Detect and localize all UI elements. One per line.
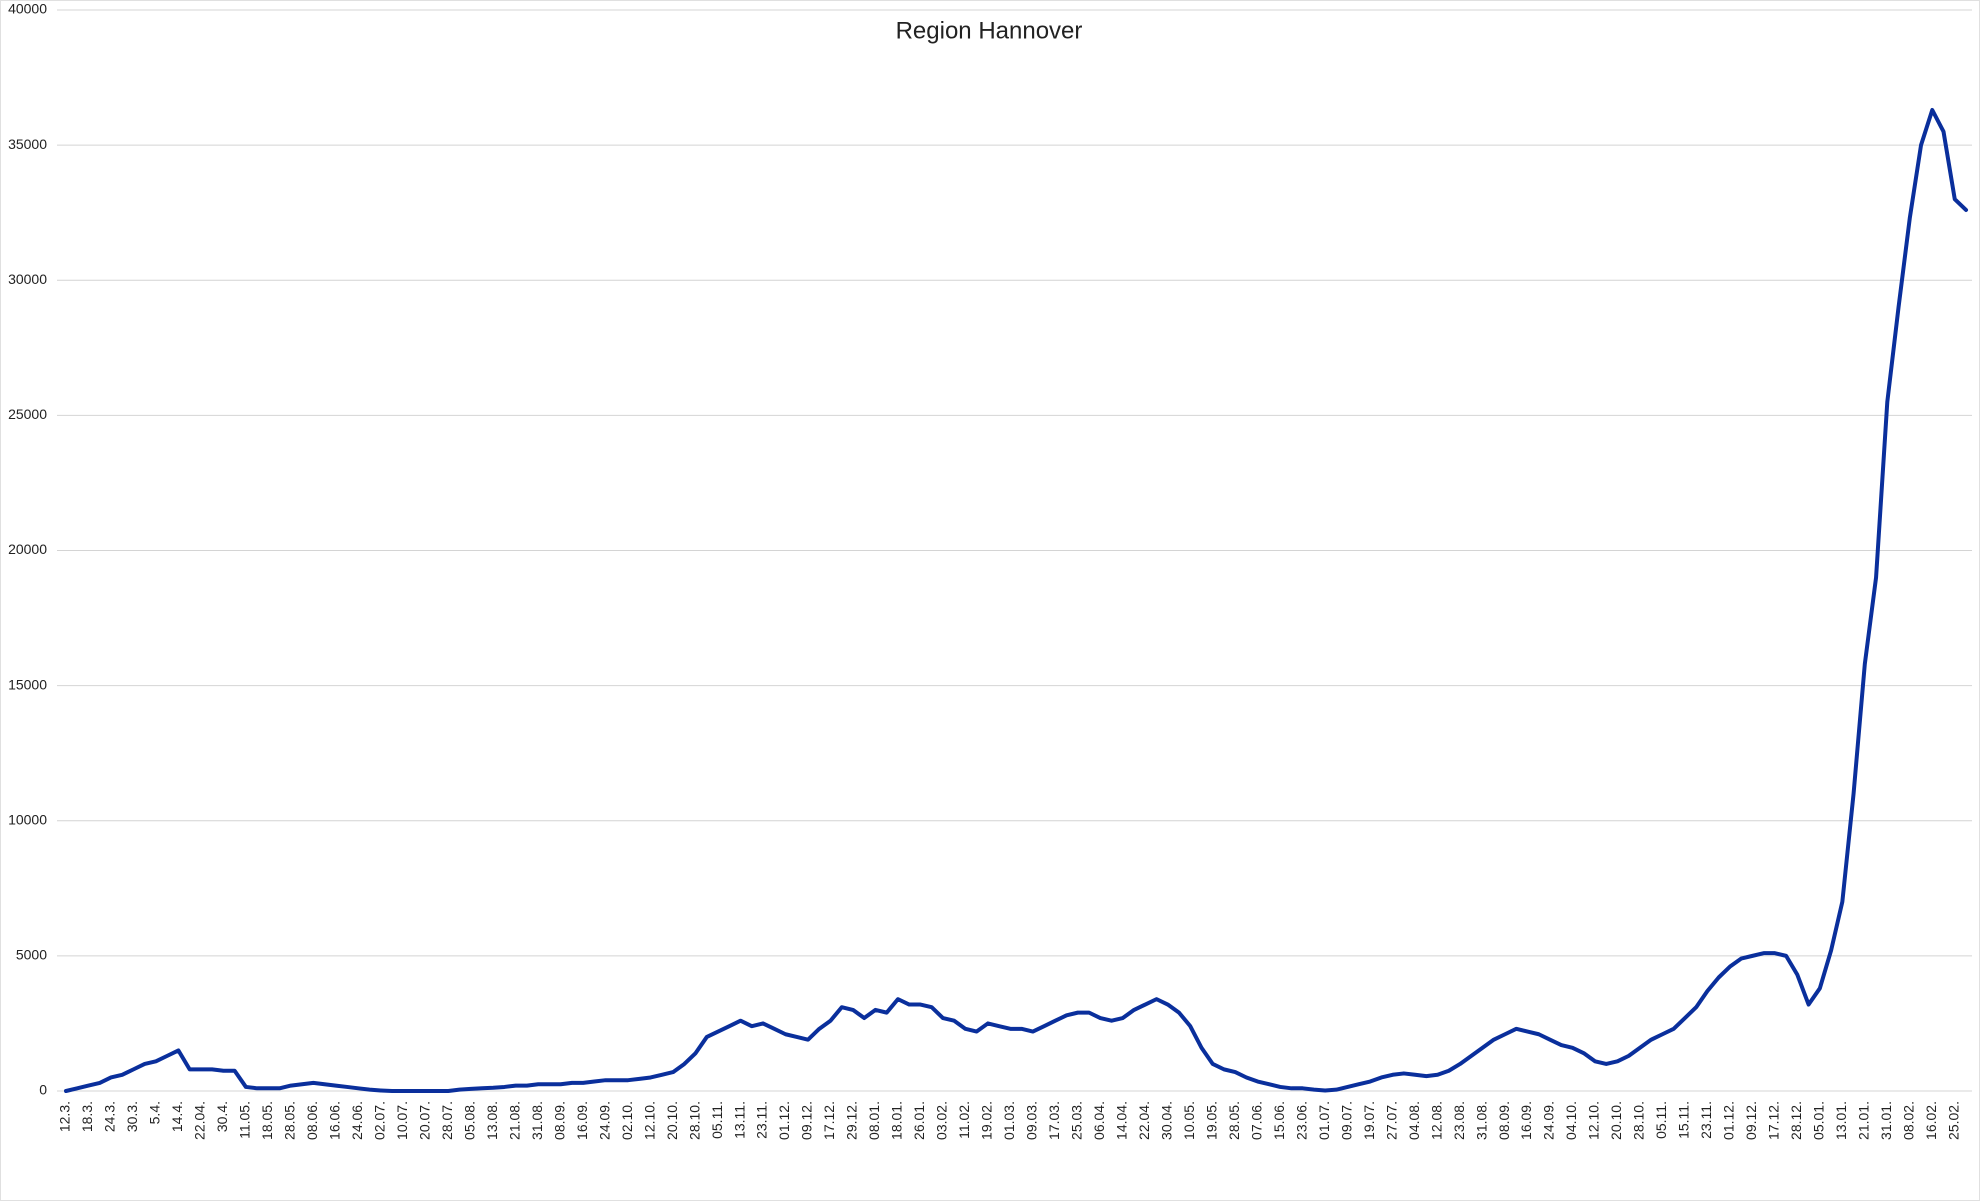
y-tick-label: 25000 bbox=[8, 406, 47, 422]
x-tick-label: 12.3. bbox=[57, 1101, 73, 1132]
x-tick-label: 14.04. bbox=[1114, 1101, 1130, 1140]
x-tick-label: 19.05. bbox=[1203, 1101, 1219, 1140]
x-tick-label: 09.12. bbox=[799, 1101, 815, 1140]
x-tick-label: 31.08. bbox=[1473, 1101, 1489, 1140]
x-tick-label: 29.12. bbox=[844, 1101, 860, 1140]
x-tick-label: 16.06. bbox=[327, 1101, 343, 1140]
x-tick-label: 30.04. bbox=[1158, 1101, 1174, 1140]
x-tick-label: 16.09. bbox=[1518, 1101, 1534, 1140]
y-tick-label: 35000 bbox=[8, 136, 47, 152]
x-tick-label: 13.01. bbox=[1833, 1101, 1849, 1140]
x-tick-label: 11.02. bbox=[956, 1101, 972, 1139]
x-tick-label: 14.4. bbox=[169, 1101, 185, 1132]
x-tick-label: 08.06. bbox=[304, 1101, 320, 1140]
x-tick-label: 08.02. bbox=[1900, 1101, 1916, 1140]
x-tick-label: 23.11. bbox=[1698, 1101, 1714, 1139]
x-tick-label: 08.09. bbox=[551, 1101, 567, 1140]
x-tick-label: 18.3. bbox=[79, 1101, 95, 1132]
data-line bbox=[64, 107, 1968, 1093]
x-tick-label: 06.04. bbox=[1091, 1101, 1107, 1140]
y-tick-label: 10000 bbox=[8, 811, 47, 827]
x-tick-label: 30.3. bbox=[124, 1101, 140, 1132]
x-tick-label: 04.08. bbox=[1406, 1101, 1422, 1140]
y-tick-label: 15000 bbox=[8, 676, 47, 692]
x-tick-label: 09.03. bbox=[1024, 1101, 1040, 1140]
x-tick-label: 02.07. bbox=[371, 1101, 387, 1140]
x-tick-label: 21.08. bbox=[506, 1101, 522, 1140]
x-tick-label: 12.08. bbox=[1428, 1101, 1444, 1140]
x-tick-label: 18.01. bbox=[889, 1101, 905, 1140]
x-tick-label: 28.10. bbox=[686, 1101, 702, 1140]
x-tick-label: 10.05. bbox=[1181, 1101, 1197, 1140]
x-tick-label: 19.07. bbox=[1361, 1101, 1377, 1140]
x-tick-label: 21.01. bbox=[1856, 1101, 1872, 1140]
x-tick-label: 26.01. bbox=[911, 1101, 927, 1140]
x-tick-label: 16.09. bbox=[574, 1101, 590, 1140]
x-tick-label: 07.06. bbox=[1248, 1101, 1264, 1140]
x-tick-label: 13.08. bbox=[484, 1101, 500, 1140]
y-tick-label: 0 bbox=[39, 1082, 47, 1098]
x-tick-label: 28.07. bbox=[439, 1101, 455, 1140]
x-tick-label: 13.11. bbox=[731, 1101, 747, 1139]
x-tick-label: 31.08. bbox=[529, 1101, 545, 1140]
x-tick-label: 23.11. bbox=[754, 1101, 770, 1139]
x-tick-label: 08.01. bbox=[866, 1101, 882, 1140]
x-tick-label: 05.11. bbox=[709, 1101, 725, 1139]
x-tick-label: 27.07. bbox=[1383, 1101, 1399, 1140]
x-tick-label: 20.10. bbox=[1608, 1101, 1624, 1140]
x-tick-label: 25.03. bbox=[1069, 1101, 1085, 1140]
y-tick-label: 30000 bbox=[8, 271, 47, 287]
y-tick-label: 20000 bbox=[8, 541, 47, 557]
x-tick-label: 12.10. bbox=[641, 1101, 657, 1140]
x-tick-label: 18.05. bbox=[259, 1101, 275, 1140]
y-tick-label: 40000 bbox=[8, 1, 47, 17]
chart-title: Region Hannover bbox=[896, 17, 1083, 44]
x-tick-label: 01.12. bbox=[776, 1101, 792, 1140]
x-tick-label: 5.4. bbox=[147, 1101, 163, 1124]
x-tick-label: 24.3. bbox=[102, 1101, 118, 1132]
x-tick-label: 20.10. bbox=[664, 1101, 680, 1140]
x-tick-label: 30.4. bbox=[214, 1101, 230, 1132]
x-tick-label: 05.11. bbox=[1653, 1101, 1669, 1139]
x-tick-label: 22.04. bbox=[192, 1101, 208, 1140]
x-tick-label: 24.09. bbox=[1541, 1101, 1557, 1140]
x-tick-label: 01.03. bbox=[1001, 1101, 1017, 1140]
x-tick-label: 20.07. bbox=[416, 1101, 432, 1140]
x-tick-label: 28.10. bbox=[1631, 1101, 1647, 1140]
x-tick-label: 15.06. bbox=[1271, 1101, 1287, 1140]
x-tick-label: 22.04. bbox=[1136, 1101, 1152, 1140]
x-tick-label: 28.05. bbox=[282, 1101, 298, 1140]
x-tick-label: 09.07. bbox=[1338, 1101, 1354, 1140]
x-tick-label: 17.12. bbox=[1766, 1101, 1782, 1140]
y-tick-label: 5000 bbox=[16, 947, 47, 963]
x-tick-label: 03.02. bbox=[934, 1101, 950, 1140]
x-tick-label: 01.07. bbox=[1316, 1101, 1332, 1140]
x-tick-label: 16.02. bbox=[1923, 1101, 1939, 1140]
x-tick-label: 31.01. bbox=[1878, 1101, 1894, 1140]
x-tick-label: 02.10. bbox=[619, 1101, 635, 1140]
x-tick-label: 17.03. bbox=[1046, 1101, 1062, 1140]
x-tick-label: 24.06. bbox=[349, 1101, 365, 1140]
x-tick-label: 19.02. bbox=[979, 1101, 995, 1140]
x-tick-label: 08.09. bbox=[1496, 1101, 1512, 1140]
x-tick-label: 05.08. bbox=[461, 1101, 477, 1140]
x-tick-label: 05.01. bbox=[1811, 1101, 1827, 1140]
x-tick-label: 11.05. bbox=[237, 1101, 253, 1139]
x-tick-label: 09.12. bbox=[1743, 1101, 1759, 1140]
x-tick-label: 28.12. bbox=[1788, 1101, 1804, 1140]
x-tick-label: 04.10. bbox=[1563, 1101, 1579, 1140]
x-tick-label: 01.12. bbox=[1721, 1101, 1737, 1140]
x-tick-label: 12.10. bbox=[1586, 1101, 1602, 1140]
x-tick-label: 17.12. bbox=[821, 1101, 837, 1140]
x-tick-label: 10.07. bbox=[394, 1101, 410, 1140]
x-tick-label: 24.09. bbox=[596, 1101, 612, 1140]
x-tick-label: 23.08. bbox=[1451, 1101, 1467, 1140]
x-tick-label: 25.02. bbox=[1945, 1101, 1961, 1140]
x-tick-label: 28.05. bbox=[1226, 1101, 1242, 1140]
x-tick-label: 15.11. bbox=[1676, 1101, 1692, 1139]
x-tick-label: 23.06. bbox=[1293, 1101, 1309, 1140]
